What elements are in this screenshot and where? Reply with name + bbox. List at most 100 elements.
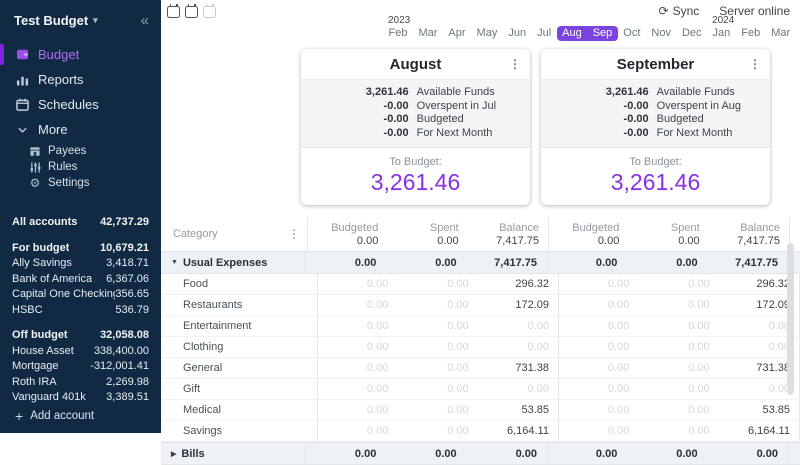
sidebar-item-settings[interactable]: ⚙ Settings <box>0 175 161 191</box>
budget-cell[interactable]: 0.00 <box>768 320 790 332</box>
sidebar-item-reports[interactable]: Reports <box>0 67 161 92</box>
budget-cell[interactable]: 0.00 <box>447 383 469 395</box>
chevron-collapsed-icon[interactable]: ▶ <box>171 450 177 458</box>
budget-cell[interactable]: 0.00 <box>688 362 710 374</box>
category-name[interactable]: Entertainment <box>161 316 318 336</box>
budget-cell[interactable]: 0.00 <box>607 278 630 290</box>
budget-cell[interactable]: 0.00 <box>688 383 710 395</box>
budget-cell[interactable]: 0.00 <box>768 383 790 395</box>
category-name[interactable]: Food <box>161 274 318 294</box>
category-row[interactable]: Gift 0.00 0.00 0.00 0.00 0.00 0.00 <box>161 379 800 400</box>
budget-cell[interactable]: 731.38 <box>515 362 549 374</box>
two-month-view-icon[interactable] <box>185 3 198 18</box>
budget-cell[interactable]: 0.00 <box>688 320 710 332</box>
budget-cell[interactable]: 0.00 <box>447 320 469 332</box>
account-row[interactable]: HSBC 536.79 <box>12 303 149 319</box>
budget-cell[interactable]: 0.00 <box>768 341 790 353</box>
account-row[interactable]: Bank of America 6,367.06 <box>12 272 149 288</box>
group-row[interactable]: ▼ Usual Expenses 0.00 0.00 7,417.75 0.00 0.00 7… <box>161 251 800 274</box>
budget-cell[interactable]: 0.00 <box>447 425 469 437</box>
category-name[interactable]: General <box>161 358 318 378</box>
category-row[interactable]: Food 0.00 0.00 296.32 0.00 0.00 296.32 <box>161 274 800 295</box>
budget-cell[interactable]: 0.00 <box>366 383 389 395</box>
budget-cell[interactable]: 0.00 <box>527 320 549 332</box>
sidebar-item-payees[interactable]: Payees <box>0 143 161 159</box>
month-menu-icon[interactable]: ⋮ <box>749 57 761 71</box>
category-row[interactable]: Savings 0.00 0.00 6,164.11 0.00 0.00 6,164.11 <box>161 421 800 442</box>
category-name[interactable]: Restaurants <box>161 295 318 315</box>
month-jan[interactable]: 2024 Jan <box>707 15 736 41</box>
budget-cell[interactable]: 0.00 <box>607 341 630 353</box>
budget-cell[interactable]: 0.00 <box>366 299 389 311</box>
budget-cell[interactable]: 0.00 <box>366 425 389 437</box>
budget-cell[interactable]: 0.00 <box>447 341 469 353</box>
column-header-spent[interactable]: Spent 0.00 <box>629 222 709 248</box>
budget-cell[interactable]: 53.85 <box>521 404 549 416</box>
budget-cell[interactable]: 6,164.11 <box>506 425 549 437</box>
add-account-button[interactable]: + Add account <box>0 409 161 433</box>
to-budget-amount[interactable]: 3,261.46 <box>610 169 701 195</box>
sidebar-item-schedules[interactable]: Schedules <box>0 92 161 117</box>
to-budget-amount[interactable]: 3,261.46 <box>370 169 461 195</box>
budget-cell[interactable]: 0.00 <box>607 299 630 311</box>
budget-cell[interactable]: 296.32 <box>515 278 549 290</box>
scrollbar[interactable] <box>787 243 794 395</box>
month-aug[interactable]: Aug <box>556 15 588 41</box>
budget-cell[interactable]: 0.00 <box>607 320 630 332</box>
sync-button[interactable]: ⟳ Sync <box>659 4 700 18</box>
budget-cell[interactable]: 172.09 <box>756 299 790 311</box>
budget-cell[interactable]: 0.00 <box>447 362 469 374</box>
category-name[interactable]: Gift <box>161 379 318 399</box>
month-menu-icon[interactable]: ⋮ <box>509 57 521 71</box>
budget-cell[interactable]: 0.00 <box>688 341 710 353</box>
account-group-header[interactable]: For budget 10,679.21 <box>12 241 149 257</box>
account-group-header[interactable]: Off budget 32,058.08 <box>12 328 149 344</box>
month-jul[interactable]: Jul <box>532 15 557 41</box>
budget-cell[interactable]: 0.00 <box>607 404 630 416</box>
account-row[interactable]: House Asset 338,400.00 <box>12 344 149 360</box>
column-header-budgeted[interactable]: Budgeted 0.00 <box>549 222 629 248</box>
month-may[interactable]: May <box>471 15 503 41</box>
column-header-balance[interactable]: Balance 7,417.75 <box>710 222 789 248</box>
budget-cell[interactable]: 296.32 <box>756 278 790 290</box>
month-oct[interactable]: Oct <box>618 15 646 41</box>
more-toggle[interactable]: More <box>0 117 161 142</box>
category-row[interactable]: General 0.00 0.00 731.38 0.00 0.00 731.38 <box>161 358 800 379</box>
category-name[interactable]: Medical <box>161 400 318 420</box>
all-accounts-row[interactable]: All accounts 42,737.29 <box>12 215 149 231</box>
budget-switcher[interactable]: Test Budget ▾ <box>14 13 98 28</box>
server-status[interactable]: Server online <box>719 4 790 18</box>
month-sep[interactable]: Sep <box>587 15 618 41</box>
account-row[interactable]: Capital One Checking 356.65 <box>12 287 149 303</box>
month-mar[interactable]: Mar <box>413 15 443 41</box>
month-feb[interactable]: 2023 Feb <box>383 15 413 41</box>
three-month-view-icon[interactable] <box>203 3 216 18</box>
budget-cell[interactable]: 0.00 <box>447 299 469 311</box>
budget-cell[interactable]: 0.00 <box>366 404 389 416</box>
column-header-spent[interactable]: Spent 0.00 <box>388 222 468 248</box>
sidebar-item-budget[interactable]: Budget <box>0 42 161 67</box>
category-name[interactable]: Savings <box>161 421 318 441</box>
one-month-view-icon[interactable] <box>167 3 180 18</box>
account-row[interactable]: Vanguard 401k 3,389.51 <box>12 390 149 406</box>
budget-cell[interactable]: 172.09 <box>515 299 549 311</box>
account-row[interactable]: Ally Savings 3,418.71 <box>12 256 149 272</box>
budget-cell[interactable]: 0.00 <box>447 278 469 290</box>
sidebar-item-rules[interactable]: Rules <box>0 159 161 175</box>
month-jun[interactable]: Jun <box>503 15 532 41</box>
budget-cell[interactable]: 0.00 <box>366 362 389 374</box>
group-row[interactable]: ▶ Bills 0.00 0.00 0.00 0.00 0.00 0.00 <box>161 442 800 465</box>
budget-cell[interactable]: 0.00 <box>688 278 710 290</box>
budget-cell[interactable]: 53.85 <box>762 404 790 416</box>
budget-cell[interactable]: 0.00 <box>447 404 469 416</box>
category-row[interactable]: Medical 0.00 0.00 53.85 0.00 0.00 53.85 <box>161 400 800 421</box>
budget-cell[interactable]: 0.00 <box>607 425 630 437</box>
budget-cell[interactable]: 0.00 <box>688 404 710 416</box>
budget-cell[interactable]: 0.00 <box>366 278 389 290</box>
chevron-expanded-icon[interactable]: ▼ <box>171 259 178 266</box>
category-name[interactable]: Clothing <box>161 337 318 357</box>
column-header-budgeted[interactable]: Budgeted 0.00 <box>308 222 388 248</box>
budget-cell[interactable]: 0.00 <box>688 425 710 437</box>
budget-cell[interactable]: 0.00 <box>607 383 630 395</box>
month-apr[interactable]: Apr <box>443 15 471 41</box>
